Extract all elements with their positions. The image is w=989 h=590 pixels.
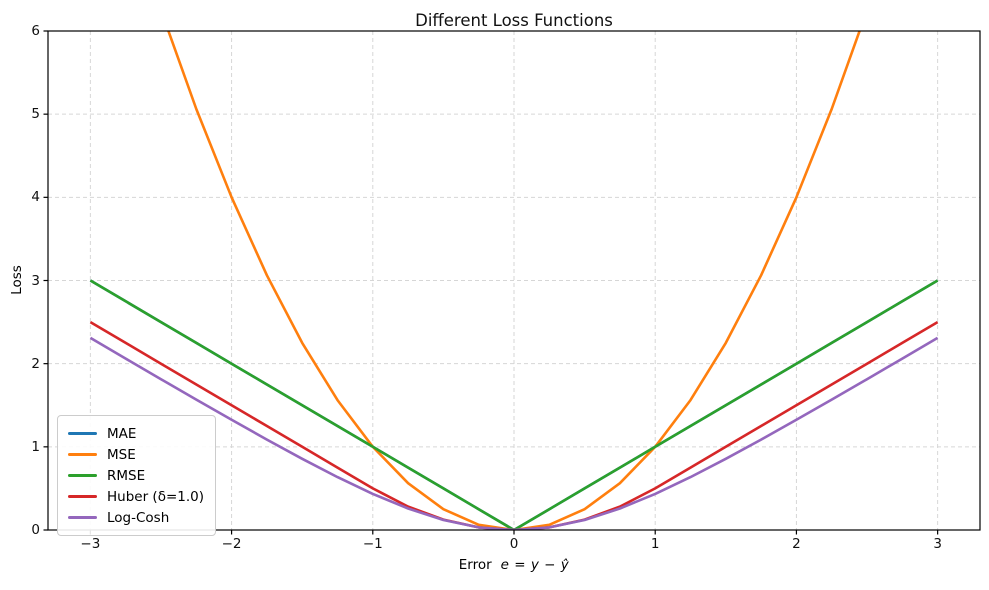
series-line-mse [167,31,861,530]
y-tick-label: 6 [31,23,40,39]
legend-swatch-icon [68,474,97,477]
y-tick-label: 5 [31,106,40,123]
x-tick-label: 1 [650,536,660,552]
x-tick-label: 2 [792,536,801,552]
x-tick-label: 3 [933,536,942,552]
series-line-rmse [89,279,939,530]
y-tick-label: 1 [31,438,40,455]
x-axis-label-text: Error [458,557,492,573]
y-tick-label: 0 [31,522,40,538]
x-tick-label: 0 [509,536,519,552]
chart-title: Different Loss Functions [415,11,613,30]
legend-entry-label: Log-Cosh [107,509,170,526]
legend-entry-label: MAE [107,425,137,442]
legend-swatch-icon [68,453,97,456]
x-tick-label: −1 [362,536,383,552]
series-line-log-cosh [89,336,939,530]
x-tick-label: −2 [221,536,242,552]
legend-entry: MAE [68,423,204,444]
y-tick-label: 2 [31,355,40,372]
legend-entry-label: Huber (δ=1.0) [107,488,204,505]
legend-entry: MSE [68,444,204,465]
x-tick-label: −3 [80,536,101,552]
legend-entry: Huber (δ=1.0) [68,486,204,507]
legend-entry: RMSE [68,465,204,486]
legend-entry: Log-Cosh [68,507,204,528]
y-tick-label: 3 [31,272,40,289]
legend-swatch-icon [68,516,97,519]
legend-entry-label: MSE [107,446,136,463]
legend-swatch-icon [68,495,97,498]
x-axis-label: Error e = y − ŷ [48,557,980,573]
legend-entry-label: RMSE [107,467,146,484]
legend-swatch-icon [68,432,97,435]
legend: MAE MSE RMSE Huber (δ=1.0) Log-Cosh [57,415,216,536]
y-tick-label: 4 [31,189,40,206]
series-line-huber [89,320,939,530]
x-axis-label-math: e = y − ŷ [500,557,570,573]
